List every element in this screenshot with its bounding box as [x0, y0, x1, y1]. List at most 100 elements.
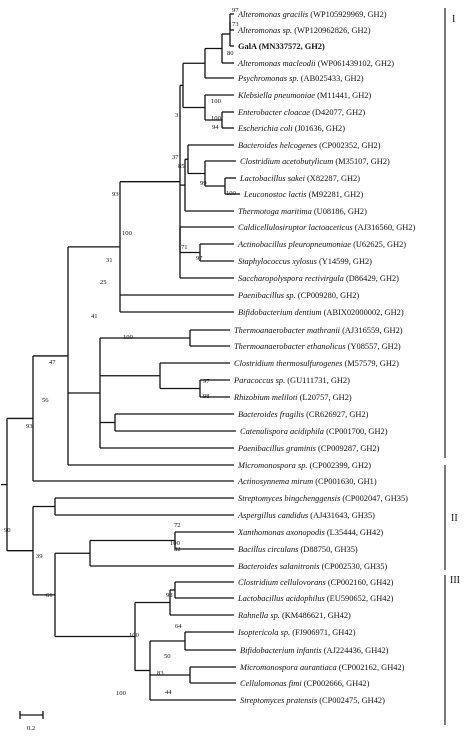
- leaf-species: GalA (MN337572, GH2): [238, 42, 325, 51]
- leaf-accession: (L35444, GH42): [325, 528, 384, 537]
- tree-branches: [1, 13, 240, 701]
- leaf-accession: (CP002399, GH2): [307, 461, 371, 470]
- leaf-species: Bacillus circulans: [238, 545, 298, 554]
- leaf-species: Enterobacter cloacae: [237, 108, 310, 117]
- leaf-label: Staphylococcus xylosus (Y14599, GH2): [238, 257, 372, 266]
- leaf-label: Isoptericola sp. (FJ906971, GH42): [237, 628, 356, 637]
- leaf-accession: (CP002160, GH42): [326, 578, 394, 587]
- bootstrap-value: 93: [112, 191, 119, 198]
- leaf-label: Micromonospora aurantiaca (CP002162, GH4…: [239, 663, 405, 672]
- leaf-accession: (CP002666, GH42): [302, 679, 370, 688]
- leaf-species: Leuconostoc lactis: [243, 190, 307, 199]
- scale-bar: 0.2: [19, 711, 44, 732]
- bootstrap-value: 41: [91, 313, 98, 320]
- bootstrap-value: 94: [212, 124, 219, 131]
- bootstrap-value: 80: [227, 50, 234, 57]
- leaf-species: Streptomyces pratensis: [240, 696, 317, 705]
- bootstrap-value: 100: [122, 230, 133, 237]
- leaf-accession: (X82287, GH2): [305, 174, 360, 183]
- leaf-label: Clostridium acetobutylicum (M35107, GH2): [240, 157, 390, 166]
- leaf-accession: (EU590652, GH42): [325, 594, 394, 603]
- leaf-accession: (D86429, GH2): [344, 274, 399, 283]
- leaf-accession: (CP002530, GH35): [320, 562, 388, 571]
- bootstrap-value: 90: [4, 527, 11, 534]
- leaf-label: Bacteroides fragilis (CR626927, GH2): [238, 410, 369, 419]
- leaf-label: Alteromonas gracilis (WP105929969, GH2): [237, 10, 387, 19]
- bootstrap-value: 37: [172, 154, 179, 161]
- bootstrap-value: 61: [46, 592, 53, 599]
- leaf-label: Streptomyces pratensis (CP002475, GH42): [240, 696, 385, 705]
- bootstrap-value: 100: [116, 690, 127, 697]
- leaf-label: Klebsiella pneumoniae (M11441, GH2): [237, 91, 371, 100]
- leaf-accession: (AJ316560, GH2): [353, 223, 416, 232]
- bootstrap-value: 100: [211, 115, 222, 122]
- scale-bar-label: 0.2: [27, 725, 35, 732]
- leaf-label: Clostridium thermosulfurogenes (M57579, …: [234, 359, 399, 368]
- leaf-label: Alteromonas sp. (WP120962826, GH2): [237, 26, 371, 35]
- leaf-species: Bifidobacterium dentium: [238, 308, 322, 317]
- leaf-species: Isoptericola sp.: [237, 628, 290, 637]
- bootstrap-value: 64: [175, 623, 182, 630]
- leaf-label: Clostridium cellulovorans (CP002160, GH4…: [238, 578, 394, 587]
- group-iii-label: III: [450, 575, 460, 586]
- leaf-species: Paenibacillus graminis: [237, 444, 316, 453]
- bootstrap-value: 73: [232, 21, 239, 28]
- bootstrap-value: 56: [42, 397, 49, 404]
- leaf-species: Paracoccus sp.: [233, 376, 285, 385]
- leaf-species: Lactobacillus acidophilus: [237, 594, 325, 603]
- bootstrap-value: 100: [226, 190, 237, 197]
- bootstrap-values: 97 73 80 100 100 94 31 37 85 99 100 93 100 71 97 31 25 10…: [4, 7, 239, 697]
- bootstrap-value: 72: [174, 522, 181, 529]
- bootstrap-value: 39: [36, 553, 43, 560]
- leaf-accession: (ABIX02000002, GH2): [322, 308, 404, 317]
- bootstrap-value: 83: [157, 670, 164, 677]
- leaf-accession: (AJ431643, GH35): [308, 511, 375, 520]
- leaf-accession: (CP002352, GH2): [317, 141, 381, 150]
- bootstrap-value: 97: [203, 378, 210, 385]
- leaf-accession: (CP002475, GH42): [317, 696, 385, 705]
- leaf-label: Alteromonas macleodii (WP061439102, GH2): [237, 59, 394, 68]
- leaf-species: Streptomyces bingchenggensis: [238, 494, 340, 503]
- leaf-label: Saccharopolyspora rectivirgula (D86429, …: [238, 274, 399, 283]
- leaf-accession: (CP009287, GH2): [316, 444, 380, 453]
- leaf-accession: (AB025433, GH2): [299, 74, 364, 83]
- leaf-label: Bifidobacterium infantis (AJ224436, GH42…: [240, 646, 389, 655]
- leaf-species: Cellulomonas fimi: [240, 679, 302, 688]
- leaf-accession: (FJ906971, GH42): [290, 628, 356, 637]
- leaf-species: Escherichia coli: [237, 124, 293, 133]
- leaf-species: Aspergillus candidus: [237, 511, 308, 520]
- leaf-label: Thermoanaerobacter ethanolicus (Y08557, …: [234, 342, 401, 351]
- leaf-accession: (KM486621, GH42): [280, 611, 351, 620]
- leaf-species: Rhizobium meliloti: [233, 393, 298, 402]
- bootstrap-value: 97: [196, 255, 203, 262]
- leaf-accession: (U62625, GH2): [351, 240, 406, 249]
- leaf-accession: (WP120962826, GH2): [292, 26, 371, 35]
- leaf-species: Clostridium cellulovorans: [238, 578, 326, 587]
- leaf-species: Bifidobacterium infantis: [240, 646, 322, 655]
- leaf-accession: (J01636, GH2): [293, 124, 346, 133]
- leaf-label: Rhizobium meliloti (L20757, GH2): [233, 393, 352, 402]
- leaf-species: Paenibacillus sp.: [237, 291, 296, 300]
- bootstrap-value: 100: [211, 98, 222, 105]
- bootstrap-value: 85: [178, 163, 185, 170]
- leaf-label: Thermotoga maritima (U08186, GH2): [238, 207, 367, 216]
- leaf-species: Bacteroides fragilis: [238, 410, 304, 419]
- leaf-accession: (AJ316559, GH2): [340, 326, 403, 335]
- group-ii-label: II: [451, 513, 458, 524]
- leaf-label: Actinosynnema mirum (CP001630, GH1): [237, 477, 377, 486]
- bootstrap-value: 31: [106, 257, 113, 264]
- leaf-label: Bacillus circulans (D88750, GH35): [238, 545, 358, 554]
- leaf-label: Leuconostoc lactis (M92281, GH2): [243, 190, 363, 199]
- bootstrap-value: 50: [164, 653, 171, 660]
- leaf-accession: (D88750, GH35): [298, 545, 358, 554]
- leaf-label: Enterobacter cloacae (D42077, GH2): [237, 108, 365, 117]
- leaf-label: Aspergillus candidus (AJ431643, GH35): [237, 511, 375, 520]
- leaf-label: Bifidobacterium dentium (ABIX02000002, G…: [238, 308, 404, 317]
- bootstrap-value: 100: [170, 540, 181, 547]
- leaf-accession: (CP001630, GH1): [313, 477, 377, 486]
- leaf-species: Caldicellulosiruptor lactoaceticus: [238, 223, 353, 232]
- group-brackets: I II III: [444, 8, 460, 725]
- bootstrap-value: 31: [175, 112, 182, 119]
- bootstrap-value: 71: [181, 244, 188, 251]
- leaf-species: Clostridium thermosulfurogenes: [234, 359, 342, 368]
